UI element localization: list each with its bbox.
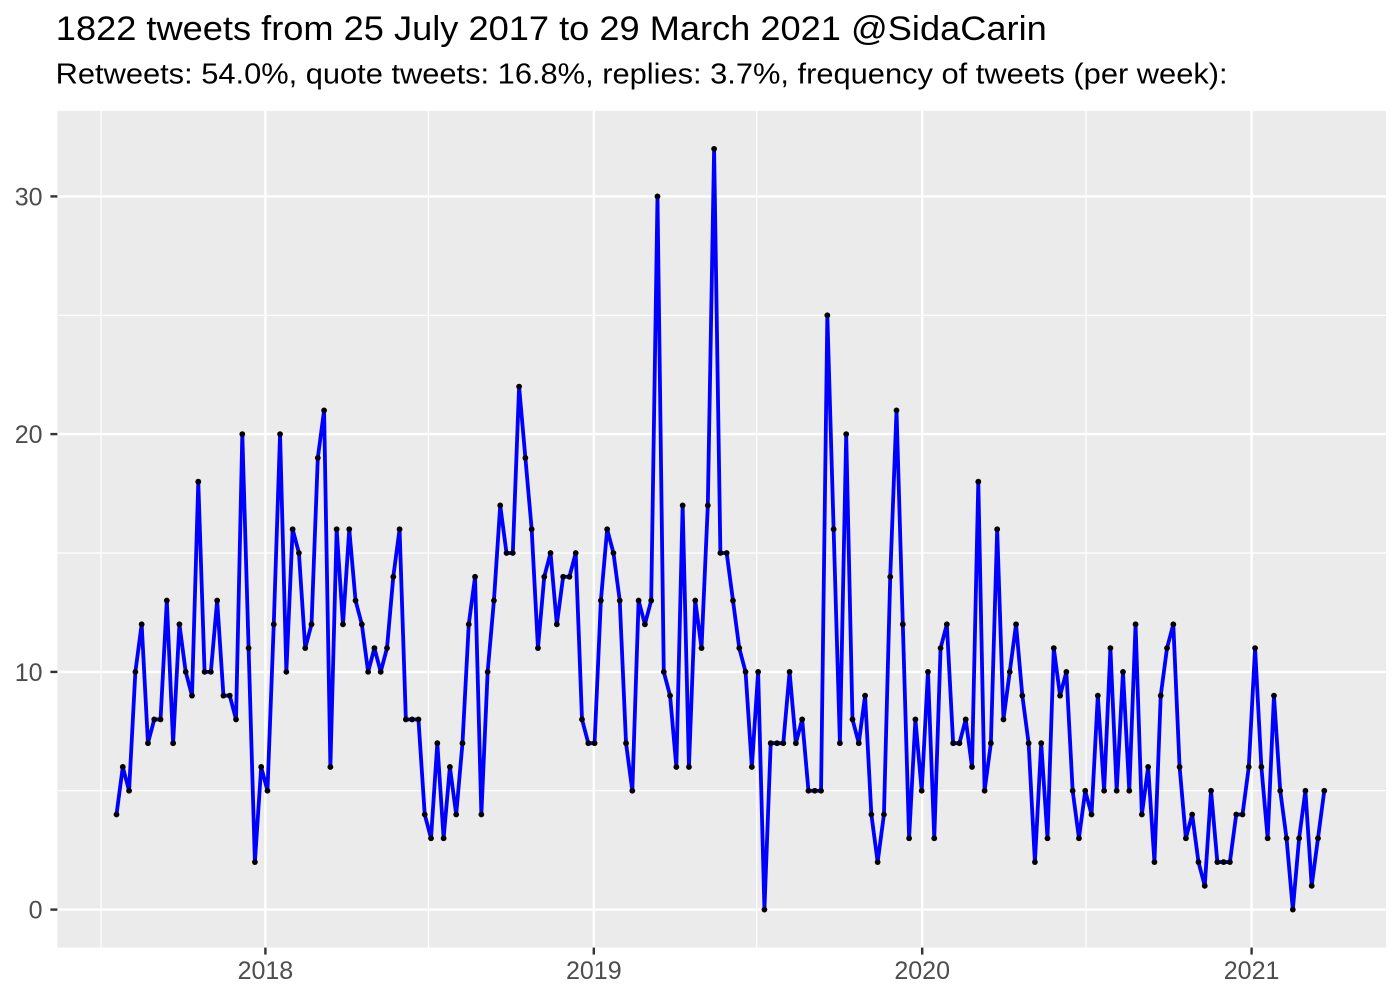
svg-text:2020: 2020 — [894, 957, 950, 985]
svg-text:Retweets: 54.0%, quote tweets:: Retweets: 54.0%, quote tweets: 16.8%, re… — [56, 58, 1228, 90]
svg-text:10: 10 — [15, 659, 43, 687]
svg-text:20: 20 — [15, 421, 43, 449]
svg-text:0: 0 — [29, 897, 43, 925]
svg-text:2021: 2021 — [1224, 957, 1280, 985]
svg-text:1822 tweets from 25 July 2017: 1822 tweets from 25 July 2017 to 29 Marc… — [56, 10, 1047, 48]
svg-text:2019: 2019 — [566, 957, 622, 985]
svg-text:30: 30 — [15, 183, 43, 211]
svg-text:2018: 2018 — [238, 957, 294, 985]
